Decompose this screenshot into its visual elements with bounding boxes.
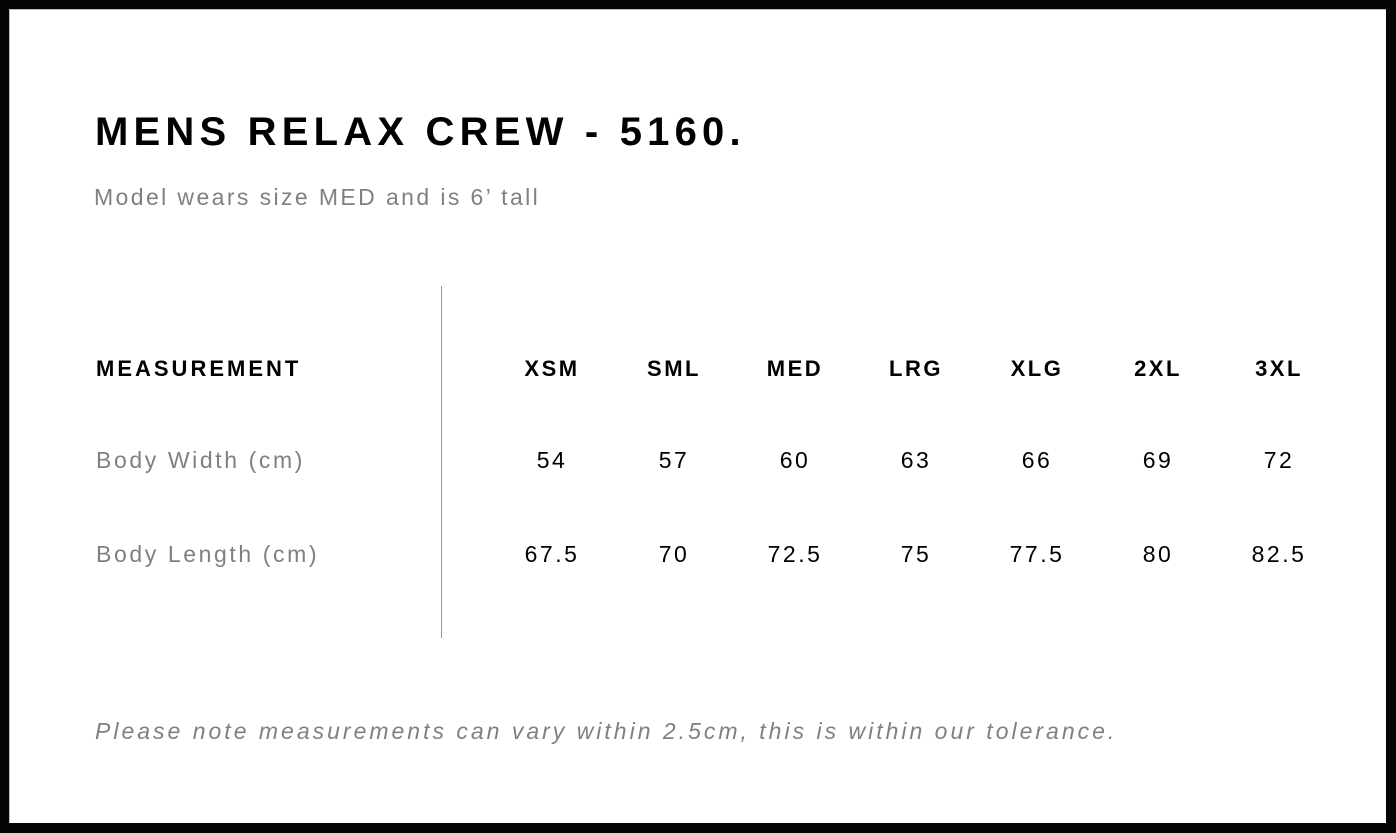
size-header: 3XL bbox=[1255, 356, 1303, 381]
size-chart-card: MENS RELAX CREW - 5160. Model wears size… bbox=[9, 9, 1386, 823]
size-header: XSM bbox=[524, 356, 580, 381]
table-cell: 77.5 bbox=[1009, 541, 1065, 567]
tolerance-note: Please note measurements can vary within… bbox=[95, 718, 1118, 744]
column-divider bbox=[441, 286, 442, 638]
row-label: Body Width (cm) bbox=[96, 447, 305, 473]
table-cell: 57 bbox=[658, 447, 690, 473]
size-header: 2XL bbox=[1134, 356, 1182, 381]
table-cell: 69 bbox=[1142, 447, 1174, 473]
table-cell: 66 bbox=[1021, 447, 1053, 473]
table-cell: 54 bbox=[536, 447, 568, 473]
table-cell: 72.5 bbox=[767, 541, 823, 567]
table-cell: 82.5 bbox=[1251, 541, 1307, 567]
size-header: SML bbox=[647, 356, 701, 381]
table-cell: 72 bbox=[1263, 447, 1295, 473]
table-cell: 70 bbox=[658, 541, 690, 567]
size-header: LRG bbox=[889, 356, 943, 381]
table-cell: 75 bbox=[900, 541, 932, 567]
table-header-measurement: MEASUREMENT bbox=[96, 356, 302, 381]
subtitle: Model wears size MED and is 6’ tall bbox=[94, 184, 541, 210]
size-header: XLG bbox=[1010, 356, 1064, 381]
table-cell: 60 bbox=[779, 447, 811, 473]
size-header: MED bbox=[766, 356, 824, 381]
table-cell: 63 bbox=[900, 447, 932, 473]
table-cell: 80 bbox=[1142, 541, 1174, 567]
row-label: Body Length (cm) bbox=[96, 541, 320, 567]
page-title: MENS RELAX CREW - 5160. bbox=[95, 110, 746, 154]
table-cell: 67.5 bbox=[524, 541, 580, 567]
